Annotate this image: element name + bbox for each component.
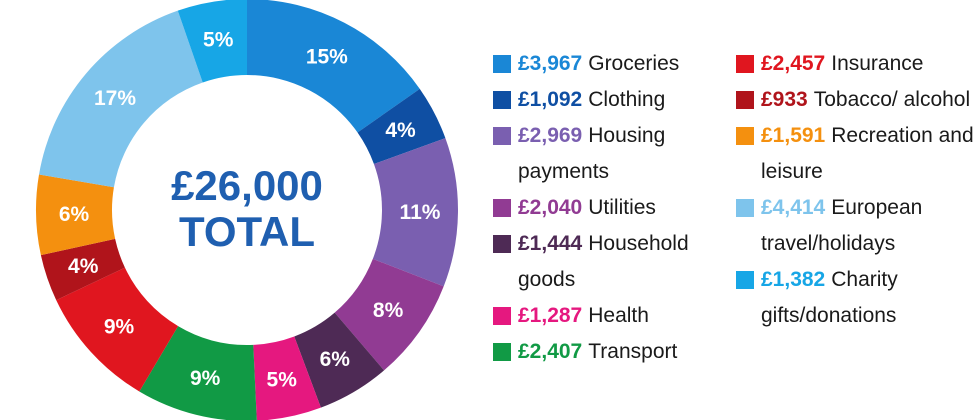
legend-text: £1,591 Recreation and leisure bbox=[761, 118, 980, 190]
legend-category: Utilities bbox=[588, 196, 656, 219]
legend-text: £1,382 Charity gifts/donations bbox=[761, 262, 980, 334]
legend-swatch bbox=[493, 343, 511, 361]
legend-item-transport: £2,407 Transport bbox=[493, 334, 725, 370]
slice-health bbox=[253, 336, 321, 420]
slice-utilities bbox=[334, 258, 444, 371]
legend-category: Recreation and leisure bbox=[761, 124, 974, 183]
legend-amount: £2,407 bbox=[518, 340, 583, 363]
legend-category: Tobacco/ alcohol bbox=[813, 88, 971, 111]
legend-category: European travel/holidays bbox=[761, 196, 923, 255]
legend-swatch bbox=[493, 55, 511, 73]
legend-text: £3,967 Groceries bbox=[518, 46, 725, 82]
slice-household-goods bbox=[294, 312, 385, 408]
legend-swatch bbox=[736, 271, 754, 289]
legend-category: Groceries bbox=[588, 52, 680, 75]
slice-insurance bbox=[56, 267, 179, 392]
legend-swatch bbox=[736, 91, 754, 109]
slice-label-charity-gifts-donations: 5% bbox=[203, 28, 234, 51]
slice-label-european-travel-holidays: 17% bbox=[94, 87, 136, 110]
slice-transport bbox=[139, 326, 257, 420]
slice-european-travel-holidays bbox=[39, 10, 203, 188]
legend-text: £4,414 European travel/holidays bbox=[761, 190, 980, 262]
legend-amount: £3,967 bbox=[518, 52, 583, 75]
legend-item-health: £1,287 Health bbox=[493, 298, 725, 334]
slice-recreation-and-leisure bbox=[36, 174, 116, 256]
slice-charity-gifts-donations bbox=[177, 0, 247, 83]
legend-text: £1,287 Health bbox=[518, 298, 725, 334]
slice-label-utilities: 8% bbox=[373, 299, 404, 322]
legend-swatch bbox=[736, 199, 754, 217]
legend-item-european-travel-holidays: £4,414 European travel/holidays bbox=[736, 190, 980, 262]
donut-slices bbox=[36, 0, 458, 420]
center-total-amount: £26,000 bbox=[171, 162, 323, 209]
legend-item-housing-payments: £2,969 Housing payments bbox=[493, 118, 725, 190]
legend-item-groceries: £3,967 Groceries bbox=[493, 46, 725, 82]
legend-swatch bbox=[493, 235, 511, 253]
legend-text: £1,092 Clothing bbox=[518, 82, 725, 118]
legend-swatch bbox=[493, 127, 511, 145]
slice-housing-payments bbox=[372, 138, 458, 287]
legend-category: Household goods bbox=[518, 232, 689, 291]
legend-swatch bbox=[493, 307, 511, 325]
slice-label-insurance: 9% bbox=[104, 315, 135, 338]
legend-item-insurance: £2,457 Insurance bbox=[736, 46, 980, 82]
slice-tobacco-alcohol bbox=[40, 238, 125, 301]
slice-label-clothing: 4% bbox=[385, 119, 416, 142]
legend-text: £1,444 Household goods bbox=[518, 226, 725, 298]
legend-item-clothing: £1,092 Clothing bbox=[493, 82, 725, 118]
legend-category: Insurance bbox=[831, 52, 924, 75]
slice-groceries bbox=[247, 0, 420, 133]
legend-swatch bbox=[493, 91, 511, 109]
legend-text: £933 Tobacco/ alcohol bbox=[761, 82, 980, 118]
legend-amount: £1,287 bbox=[518, 304, 583, 327]
legend-swatch bbox=[736, 55, 754, 73]
legend-amount: £1,382 bbox=[761, 268, 826, 291]
slice-label-housing-payments: 11% bbox=[400, 201, 441, 224]
slice-label-tobacco-alcohol: 4% bbox=[68, 255, 99, 278]
legend-amount: £2,457 bbox=[761, 52, 826, 75]
slice-label-recreation-and-leisure: 6% bbox=[59, 203, 90, 226]
legend-category: Health bbox=[588, 304, 649, 327]
legend-text: £2,407 Transport bbox=[518, 334, 725, 370]
legend-text: £2,457 Insurance bbox=[761, 46, 980, 82]
legend-item-recreation-and-leisure: £1,591 Recreation and leisure bbox=[736, 118, 980, 190]
legend-item-utilities: £2,040 Utilities bbox=[493, 190, 725, 226]
slice-label-transport: 9% bbox=[190, 367, 221, 390]
legend-swatch bbox=[493, 199, 511, 217]
legend-amount: £2,040 bbox=[518, 196, 583, 219]
legend-amount: £4,414 bbox=[761, 196, 826, 219]
center-total-label: TOTAL bbox=[179, 208, 315, 255]
legend-category: Housing payments bbox=[518, 124, 666, 183]
legend-amount: £1,444 bbox=[518, 232, 583, 255]
legend-amount: £2,969 bbox=[518, 124, 583, 147]
donut-chart: 15% 4% 11% 8% 6% 5% 9% 9% 4% 6% 17% 5% £26,000 TOTA… bbox=[36, 0, 458, 420]
legend-swatch bbox=[736, 127, 754, 145]
slice-label-household-goods: 6% bbox=[320, 348, 351, 371]
legend-column-left: £3,967 Groceries £1,092 Clothing £2,969 Housi… bbox=[493, 46, 725, 370]
legend-item-charity-gifts-donations: £1,382 Charity gifts/donations bbox=[736, 262, 980, 334]
legend-amount: £1,591 bbox=[761, 124, 826, 147]
legend-text: £2,969 Housing payments bbox=[518, 118, 725, 190]
legend-item-tobacco-alcohol: £933 Tobacco/ alcohol bbox=[736, 82, 980, 118]
legend-item-household-goods: £1,444 Household goods bbox=[493, 226, 725, 298]
slice-label-groceries: 15% bbox=[306, 46, 348, 69]
legend-category: Transport bbox=[588, 340, 678, 363]
legend-amount: £933 bbox=[761, 88, 808, 111]
legend-column-right: £2,457 Insurance £933 Tobacco/ alcohol £1,59… bbox=[736, 46, 980, 334]
slice-clothing bbox=[357, 88, 446, 165]
slice-label-health: 5% bbox=[267, 368, 298, 391]
legend-category: Clothing bbox=[588, 88, 666, 111]
legend-amount: £1,092 bbox=[518, 88, 583, 111]
donut-slice-labels: 15% 4% 11% 8% 6% 5% 9% 9% 4% 6% 17% 5% bbox=[59, 28, 441, 391]
legend-text: £2,040 Utilities bbox=[518, 190, 725, 226]
legend-category: Charity gifts/donations bbox=[761, 268, 898, 327]
